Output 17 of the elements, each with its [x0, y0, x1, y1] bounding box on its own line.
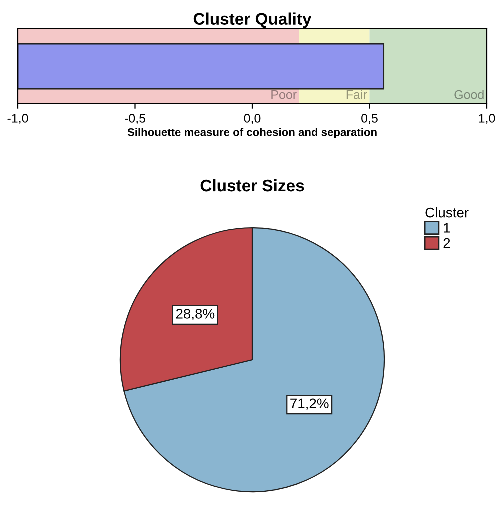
data-label: 28,8%	[176, 309, 215, 321]
x-tick-label: -1,0	[8, 114, 28, 124]
band-label: Poor	[272, 90, 297, 100]
band-label: Good	[454, 90, 484, 100]
pie-slice	[124, 227, 386, 493]
x-axis-title: Silhouette measure of cohesion and separation	[128, 128, 377, 139]
data-label: 71,2%	[290, 398, 329, 410]
legend-label: 2	[444, 238, 450, 248]
legend-title: Cluster	[426, 208, 469, 218]
chart-title: Cluster Quality	[194, 12, 312, 28]
legend-label: 1	[444, 223, 450, 233]
x-tick-label: -0,5	[125, 114, 146, 124]
x-tick-label: 0,0	[244, 114, 261, 124]
chart-title: Cluster Sizes	[200, 179, 304, 192]
x-tick-label: 0,5	[362, 114, 378, 124]
band-label: Fair	[346, 90, 368, 100]
x-tick-label: 1,0	[479, 114, 496, 124]
